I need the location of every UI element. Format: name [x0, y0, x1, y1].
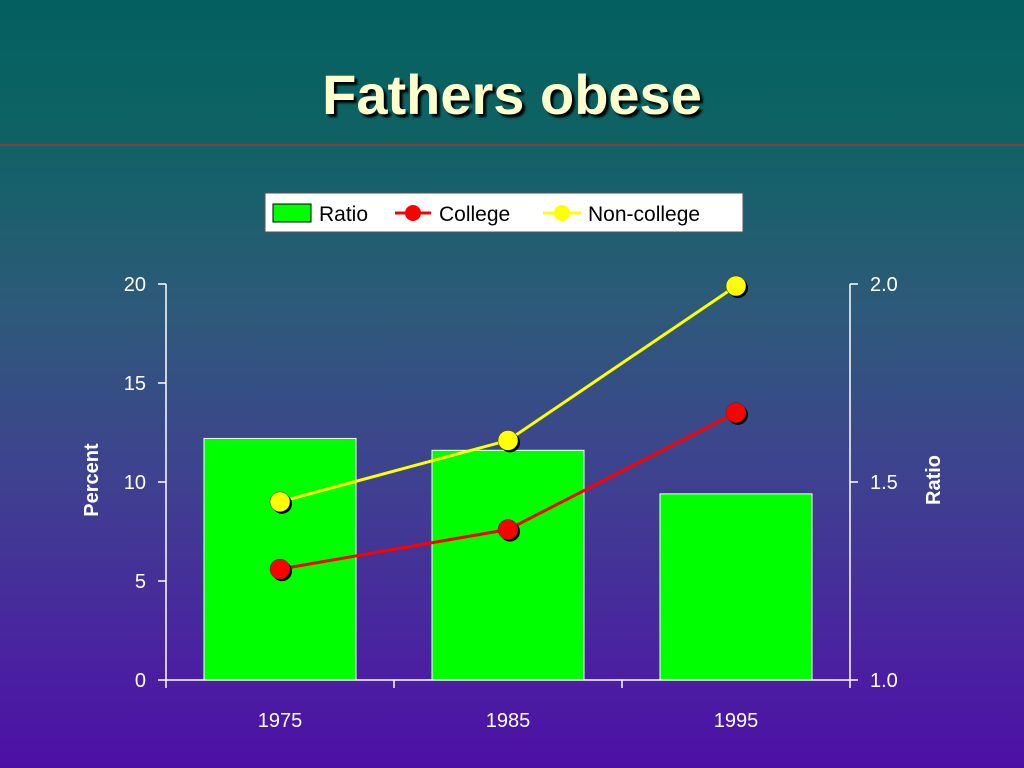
x-tick-label: 1995	[714, 710, 759, 732]
legend-box	[264, 192, 744, 233]
right-tick-label: 2.0	[870, 274, 898, 296]
legend-label-non-college: Non-college	[588, 203, 700, 226]
left-tick-label: 10	[124, 472, 146, 494]
point-non-college-1995	[725, 275, 747, 297]
slide-title: Fathers obese	[322, 63, 702, 126]
y-axis-title: Percent	[81, 443, 103, 517]
legend-swatch-ratio	[272, 203, 312, 223]
right-tick-label: 1.0	[870, 670, 898, 692]
x-tick-label: 1985	[486, 710, 531, 732]
bar-1995	[659, 493, 813, 681]
left-tick-label: 15	[124, 373, 146, 395]
legend-label-college: College	[439, 203, 510, 226]
point-non-college-1985	[497, 430, 519, 451]
x-tick-label: 1975	[258, 710, 303, 732]
title-divider	[0, 144, 1024, 146]
bar-1985	[431, 449, 585, 681]
left-tick-label: 5	[135, 571, 146, 593]
left-tick-label: 20	[124, 274, 146, 296]
legend-marker-college	[405, 205, 421, 221]
point-college-1975	[269, 558, 291, 580]
point-college-1985	[497, 519, 519, 540]
left-tick-label: 0	[135, 670, 146, 692]
right-tick-label: 1.5	[870, 472, 898, 494]
point-non-college-1975	[269, 491, 291, 513]
y2-axis-title: Ratio	[923, 455, 945, 505]
legend-label-ratio: Ratio	[319, 203, 368, 226]
point-college-1995	[725, 402, 747, 423]
legend-marker-non-college	[554, 205, 570, 221]
